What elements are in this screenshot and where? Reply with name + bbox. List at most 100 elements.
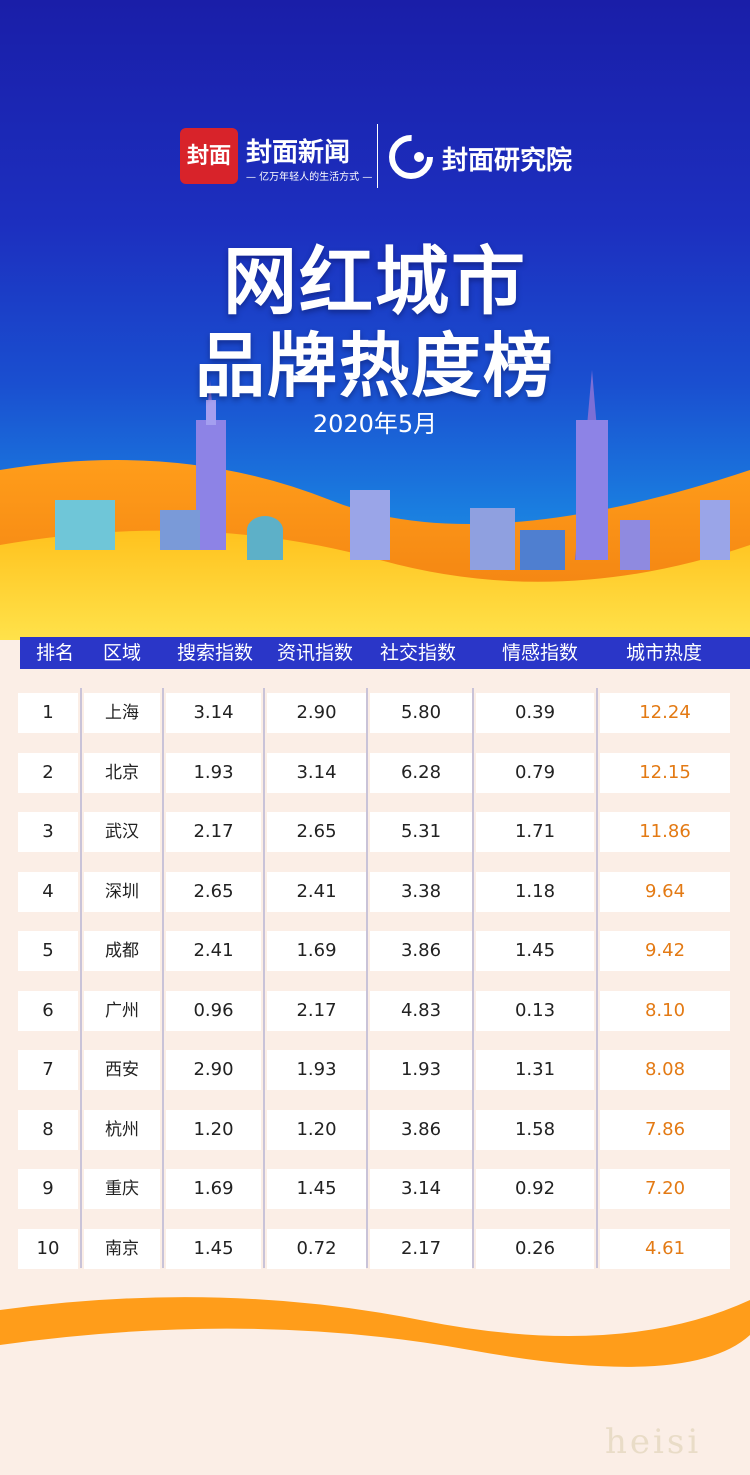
cell-emotion: 0.13 bbox=[476, 990, 594, 1031]
cell-heat: 4.61 bbox=[600, 1228, 730, 1269]
report-date: 2020年5月 bbox=[312, 410, 438, 438]
cell-heat: 8.08 bbox=[600, 1050, 730, 1090]
cell-rank: 5 bbox=[18, 931, 78, 971]
cell-heat: 11.86 bbox=[600, 812, 730, 852]
brand-name: 封面新闻 bbox=[246, 138, 351, 168]
cell-search: 2.90 bbox=[166, 1050, 261, 1090]
cell-search: 1.20 bbox=[166, 1109, 261, 1150]
cell-social: 3.86 bbox=[370, 1109, 472, 1150]
cell-search: 1.45 bbox=[166, 1228, 261, 1269]
cell-heat: 7.20 bbox=[600, 1169, 730, 1209]
cell-search: 3.14 bbox=[166, 693, 261, 733]
hero-banner: 封面 封面新闻 — 亿万年轻人的生活方式 — 封面研究院 网红城市 品牌热度榜 … bbox=[0, 0, 750, 640]
cell-social: 6.28 bbox=[370, 752, 472, 793]
city-skyline bbox=[55, 370, 730, 570]
cell-city: 深圳 bbox=[84, 871, 160, 912]
title-line-2: 品牌热度榜 bbox=[195, 325, 555, 407]
table-row: 7 西安 2.90 1.93 1.93 1.31 8.08 bbox=[18, 1050, 733, 1090]
cell-city: 武汉 bbox=[84, 812, 160, 852]
cell-social: 2.17 bbox=[370, 1228, 472, 1269]
header-search: 搜索指数 bbox=[176, 642, 253, 664]
cell-news: 2.17 bbox=[267, 990, 366, 1031]
cell-news: 2.65 bbox=[267, 812, 366, 852]
cell-social: 5.31 bbox=[370, 812, 472, 852]
header-emotion: 情感指数 bbox=[501, 642, 578, 664]
table-row: 10 南京 1.45 0.72 2.17 0.26 4.61 bbox=[18, 1228, 733, 1269]
cell-news: 1.93 bbox=[267, 1050, 366, 1090]
cell-search: 1.93 bbox=[166, 752, 261, 793]
bottom-waves bbox=[0, 1297, 750, 1475]
cell-emotion: 0.79 bbox=[476, 752, 594, 793]
cell-news: 1.20 bbox=[267, 1109, 366, 1150]
header-social: 社交指数 bbox=[379, 642, 456, 664]
cell-social: 5.80 bbox=[370, 693, 472, 733]
cell-news: 1.45 bbox=[267, 1169, 366, 1209]
cell-city: 广州 bbox=[84, 990, 160, 1031]
cell-rank: 7 bbox=[18, 1050, 78, 1090]
cell-heat: 9.42 bbox=[600, 931, 730, 971]
table-row: 9 重庆 1.69 1.45 3.14 0.92 7.20 bbox=[18, 1169, 733, 1209]
cell-heat: 12.15 bbox=[600, 752, 730, 793]
cell-emotion: 1.45 bbox=[476, 931, 594, 971]
cell-search: 2.41 bbox=[166, 931, 261, 971]
column-divider bbox=[472, 688, 474, 1268]
cell-social: 1.93 bbox=[370, 1050, 472, 1090]
cell-rank: 2 bbox=[18, 752, 78, 793]
cell-social: 3.14 bbox=[370, 1169, 472, 1209]
table-row: 5 成都 2.41 1.69 3.86 1.45 9.42 bbox=[18, 931, 733, 971]
header-heat: 城市热度 bbox=[625, 642, 702, 664]
cell-rank: 10 bbox=[18, 1228, 78, 1269]
cell-heat: 8.10 bbox=[600, 990, 730, 1031]
cell-news: 0.72 bbox=[267, 1228, 366, 1269]
cell-emotion: 0.39 bbox=[476, 693, 594, 733]
cell-city: 杭州 bbox=[84, 1109, 160, 1150]
cell-search: 1.69 bbox=[166, 1169, 261, 1209]
cell-social: 3.86 bbox=[370, 931, 472, 971]
brand-slogan: — 亿万年轻人的生活方式 — bbox=[246, 172, 373, 183]
brand-header: 封面 封面新闻 — 亿万年轻人的生活方式 — 封面研究院 bbox=[180, 124, 600, 188]
institute-name: 封面研究院 bbox=[442, 146, 573, 176]
cell-social: 4.83 bbox=[370, 990, 472, 1031]
table-row: 2 北京 1.93 3.14 6.28 0.79 12.15 bbox=[18, 752, 733, 793]
cell-city: 南京 bbox=[84, 1228, 160, 1269]
cell-emotion: 0.92 bbox=[476, 1169, 594, 1209]
table-row: 4 深圳 2.65 2.41 3.38 1.18 9.64 bbox=[18, 871, 733, 912]
cell-emotion: 1.71 bbox=[476, 812, 594, 852]
column-divider bbox=[80, 688, 82, 1268]
title-line-1: 网红城市 bbox=[223, 239, 527, 325]
column-divider bbox=[162, 688, 164, 1268]
cell-emotion: 0.26 bbox=[476, 1228, 594, 1269]
cell-rank: 3 bbox=[18, 812, 78, 852]
cell-heat: 7.86 bbox=[600, 1109, 730, 1150]
table-row: 8 杭州 1.20 1.20 3.86 1.58 7.86 bbox=[18, 1109, 733, 1150]
table-row: 3 武汉 2.17 2.65 5.31 1.71 11.86 bbox=[18, 812, 733, 852]
cell-news: 2.90 bbox=[267, 693, 366, 733]
cell-social: 3.38 bbox=[370, 871, 472, 912]
column-divider bbox=[596, 688, 598, 1268]
cell-emotion: 1.18 bbox=[476, 871, 594, 912]
header-city: 区域 bbox=[102, 642, 141, 664]
cell-rank: 4 bbox=[18, 871, 78, 912]
table-header: 排名 区域 搜索指数 资讯指数 社交指数 情感指数 城市热度 bbox=[20, 637, 750, 669]
cell-rank: 1 bbox=[18, 693, 78, 733]
cell-rank: 9 bbox=[18, 1169, 78, 1209]
cell-search: 0.96 bbox=[166, 990, 261, 1031]
institute-c-logo-icon bbox=[389, 135, 433, 179]
cell-heat: 9.64 bbox=[600, 871, 730, 912]
logo-divider bbox=[377, 124, 378, 188]
cell-city: 西安 bbox=[84, 1050, 160, 1090]
cell-heat: 12.24 bbox=[600, 693, 730, 733]
cell-city: 北京 bbox=[84, 752, 160, 793]
cell-search: 2.65 bbox=[166, 871, 261, 912]
cell-city: 上海 bbox=[84, 693, 160, 733]
header-news: 资讯指数 bbox=[276, 642, 353, 664]
cell-news: 1.69 bbox=[267, 931, 366, 971]
column-divider bbox=[366, 688, 368, 1268]
cell-emotion: 1.58 bbox=[476, 1109, 594, 1150]
cell-emotion: 1.31 bbox=[476, 1050, 594, 1090]
column-divider bbox=[263, 688, 265, 1268]
cell-news: 3.14 bbox=[267, 752, 366, 793]
cell-search: 2.17 bbox=[166, 812, 261, 852]
table-row: 6 广州 0.96 2.17 4.83 0.13 8.10 bbox=[18, 990, 733, 1031]
watermark: heisi bbox=[605, 1422, 702, 1462]
